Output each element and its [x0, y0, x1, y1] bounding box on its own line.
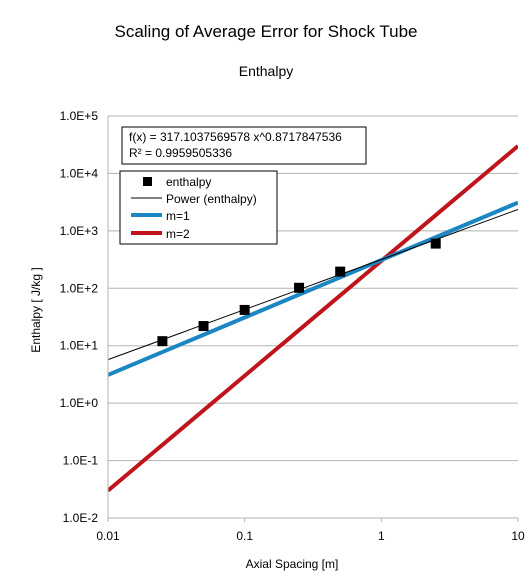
m2-line: [108, 144, 518, 493]
trendline-equation: f(x) = 317.1037569578 x^0.8717847536: [129, 130, 342, 144]
y-tick-label: 1.0E+1: [60, 339, 99, 353]
data-point: [335, 266, 346, 277]
equation-box: f(x) = 317.1037569578 x^0.8717847536 R² …: [121, 126, 367, 165]
y-tick-label: 1.0E+0: [60, 396, 99, 410]
chart-subtitle: Enthalpy: [239, 63, 293, 79]
legend-label-enthalpy: enthalpy: [166, 175, 211, 189]
legend-label-m2: m=2: [166, 227, 190, 241]
y-tick-label: 1.0E-2: [63, 511, 99, 525]
data-point: [430, 238, 441, 249]
data-point: [157, 336, 168, 347]
x-tick-label: 0.01: [96, 529, 120, 543]
plot-series: [108, 144, 518, 493]
y-axis-label: Enthalpy [ J/kg ]: [29, 267, 43, 352]
x-tick-label: 10: [511, 529, 525, 543]
tick-labels: 1.0E-2 1.0E-1 1.0E+0 1.0E+1 1.0E+2 1.0E+3 1.0E…: [60, 109, 525, 543]
trendline-r-squared: R² = 0.9959505336: [129, 146, 232, 160]
legend-label-m1: m=1: [166, 209, 190, 223]
axes: [107, 116, 519, 522]
y-tick-label: 1.0E-1: [63, 454, 99, 468]
legend-label-power: Power (enthalpy): [166, 192, 257, 206]
m1-line: [108, 200, 518, 377]
y-tick-label: 1.0E+3: [60, 224, 99, 238]
power-trendline: [108, 208, 518, 361]
chart-title: Scaling of Average Error for Shock Tube: [114, 22, 417, 41]
x-axis-label: Axial Spacing [m]: [246, 557, 339, 571]
data-point: [198, 321, 209, 332]
legend: enthalpy Power (enthalpy) m=1 m=2: [119, 170, 278, 245]
data-point: [239, 304, 250, 315]
data-point: [294, 282, 305, 293]
x-tick-label: 1: [378, 529, 385, 543]
y-tick-label: 1.0E+2: [60, 281, 99, 295]
legend-marker-enthalpy: [143, 177, 152, 186]
y-tick-label: 1.0E+4: [60, 166, 99, 180]
equation-box-frame: [121, 126, 367, 165]
y-tick-label: 1.0E+5: [60, 109, 99, 123]
x-tick-label: 0.1: [236, 529, 253, 543]
